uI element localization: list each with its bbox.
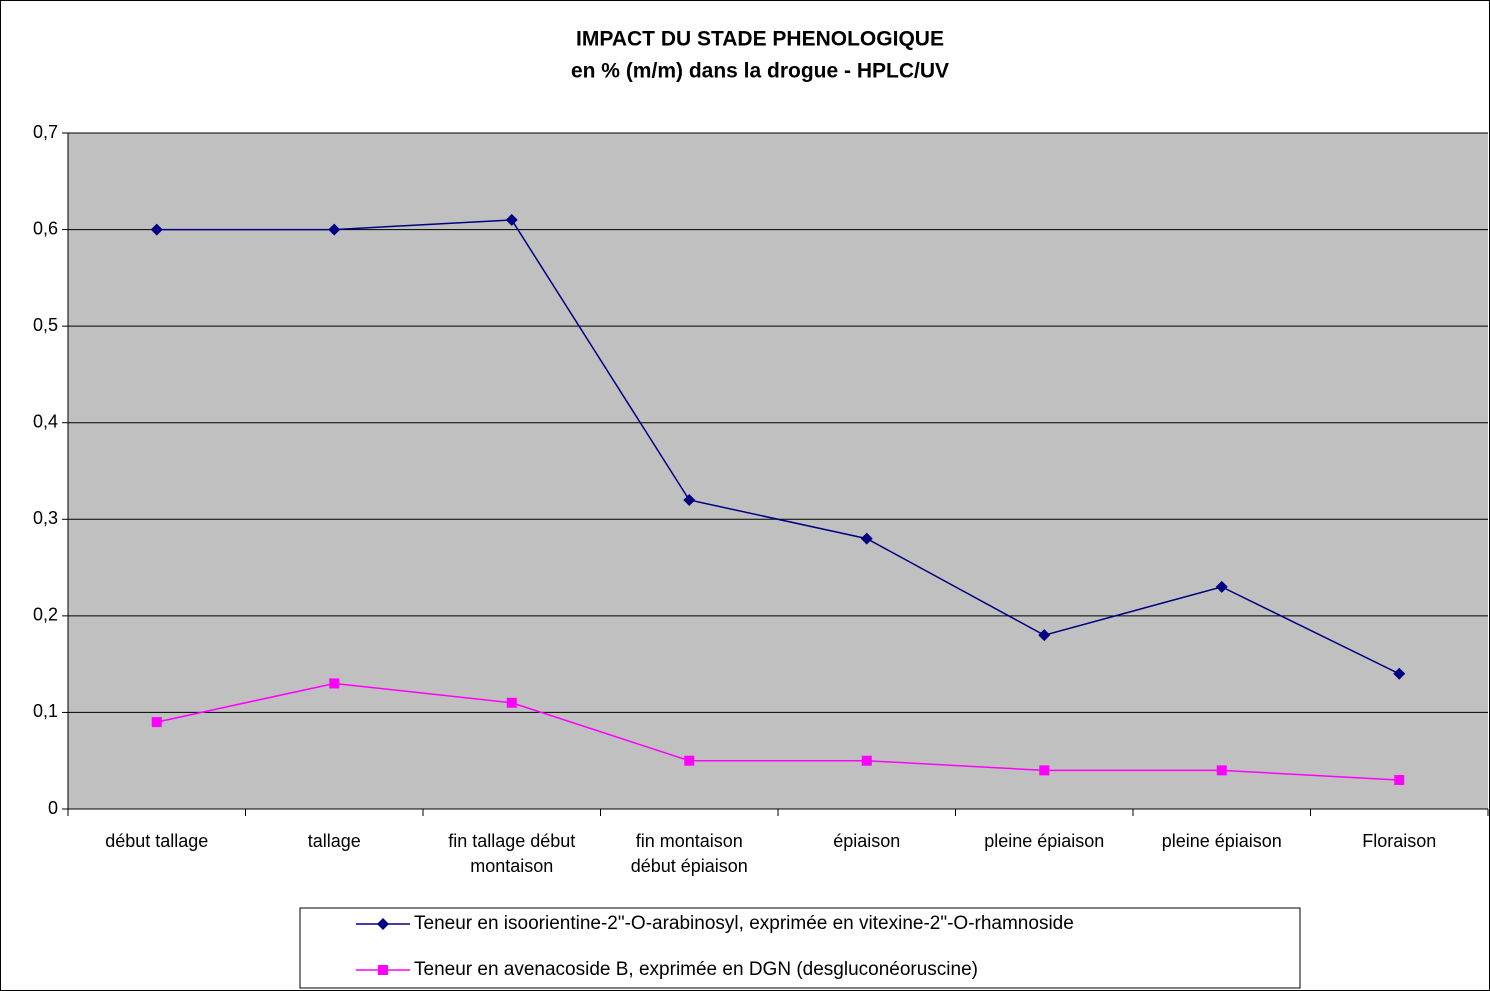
y-tick-label: 0,5 <box>33 315 58 335</box>
x-tick-label: pleine épiaison <box>984 831 1105 851</box>
marker <box>1394 775 1405 786</box>
marker <box>683 493 696 506</box>
y-tick-label: 0,1 <box>33 701 58 721</box>
x-tick-label: fin montaison début épiaison <box>630 831 748 876</box>
marker <box>1038 629 1051 642</box>
series-line <box>156 219 1400 675</box>
chart-title: IMPACT DU STADE PHENOLOGIQUE <box>576 28 944 51</box>
y-tick-label: 0,2 <box>33 605 58 625</box>
marker <box>1215 580 1228 593</box>
marker <box>506 697 517 708</box>
x-tick-label: pleine épiaison <box>1161 831 1282 851</box>
y-tick-label: 0,4 <box>33 411 58 431</box>
marker <box>1216 765 1227 776</box>
marker <box>329 678 340 689</box>
series-line <box>156 682 1400 781</box>
marker <box>328 223 341 236</box>
x-tick-label: début tallage <box>105 831 209 851</box>
legend-label: Teneur en avenacoside B, exprimée en DGN… <box>414 959 978 980</box>
legend-marker <box>378 965 388 975</box>
x-tick-label: Floraison <box>1362 831 1437 851</box>
marker <box>861 755 872 766</box>
y-tick-label: 0,6 <box>33 218 58 238</box>
y-tick-label: 0,7 <box>33 122 58 142</box>
chart-subtitle: en % (m/m) dans la drogue - HPLC/UV <box>571 60 949 83</box>
legend-marker <box>377 918 389 930</box>
marker <box>684 755 695 766</box>
marker <box>860 532 873 545</box>
marker <box>1039 765 1050 776</box>
marker <box>1393 667 1406 680</box>
legend-label: Teneur en isoorientine-2"-O-arabinosyl, … <box>414 913 1074 934</box>
legend-box <box>299 907 1301 989</box>
marker <box>150 223 163 236</box>
y-tick-label: 0 <box>48 798 58 818</box>
marker <box>151 717 162 728</box>
y-tick-label: 0,3 <box>33 508 58 528</box>
marker <box>505 213 518 226</box>
x-tick-label: épiaison <box>833 831 901 851</box>
x-tick-label: tallage <box>307 831 361 851</box>
plot-area <box>68 133 1488 809</box>
x-tick-label: fin tallage début montaison <box>448 831 576 876</box>
